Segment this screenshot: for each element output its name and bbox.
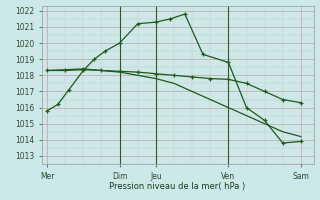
X-axis label: Pression niveau de la mer( hPa ): Pression niveau de la mer( hPa ) <box>109 182 246 191</box>
